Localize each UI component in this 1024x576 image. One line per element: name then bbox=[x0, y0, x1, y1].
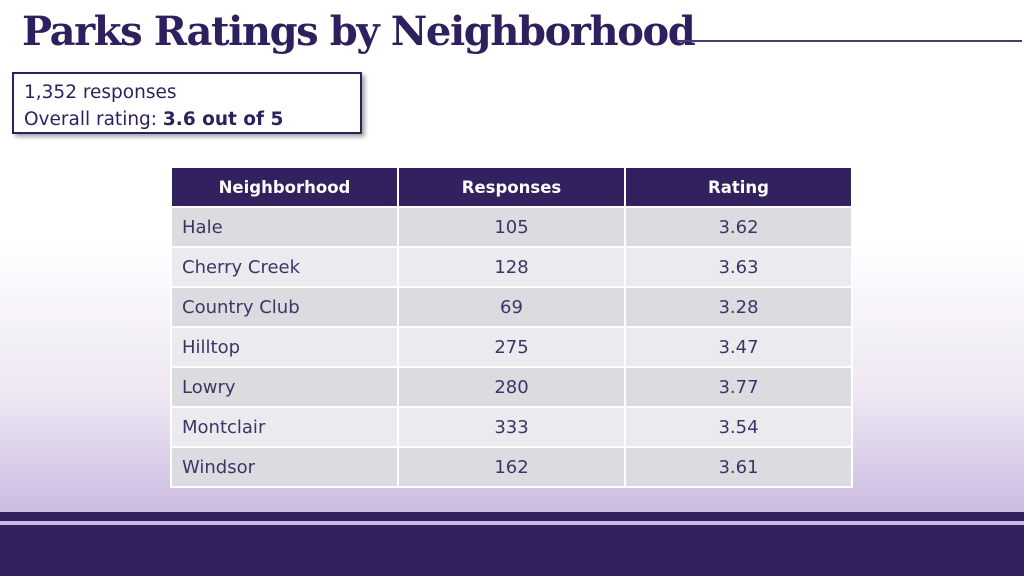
responses-cell: 333 bbox=[399, 408, 624, 446]
responses-cell: 275 bbox=[399, 328, 624, 366]
neighborhood-cell: Montclair bbox=[172, 408, 397, 446]
neighborhood-cell: Cherry Creek bbox=[172, 248, 397, 286]
responses-cell: 280 bbox=[399, 368, 624, 406]
ratings-table: Neighborhood Responses Rating Hale 105 3… bbox=[170, 166, 853, 488]
footer-stripe bbox=[0, 512, 1024, 521]
column-header-neighborhood: Neighborhood bbox=[172, 168, 397, 206]
overall-rating-value: 3.6 out of 5 bbox=[162, 109, 284, 130]
table-row: Lowry 280 3.77 bbox=[172, 368, 851, 406]
table-row: Montclair 333 3.54 bbox=[172, 408, 851, 446]
responses-cell: 105 bbox=[399, 208, 624, 246]
table-row: Hilltop 275 3.47 bbox=[172, 328, 851, 366]
table-header-row: Neighborhood Responses Rating bbox=[172, 168, 851, 206]
page-title: Parks Ratings by Neighborhood bbox=[22, 8, 696, 55]
table-row: Hale 105 3.62 bbox=[172, 208, 851, 246]
overall-rating: Overall rating: 3.6 out of 5 bbox=[24, 106, 350, 133]
rating-cell: 3.28 bbox=[626, 288, 851, 326]
neighborhood-cell: Hale bbox=[172, 208, 397, 246]
responses-cell: 69 bbox=[399, 288, 624, 326]
title-divider bbox=[676, 40, 1022, 42]
footer-band bbox=[0, 525, 1024, 576]
rating-cell: 3.77 bbox=[626, 368, 851, 406]
neighborhood-cell: Lowry bbox=[172, 368, 397, 406]
column-header-responses: Responses bbox=[399, 168, 624, 206]
overall-rating-label: Overall rating: bbox=[24, 109, 163, 130]
neighborhood-cell: Hilltop bbox=[172, 328, 397, 366]
responses-cell: 162 bbox=[399, 448, 624, 486]
total-responses: 1,352 responses bbox=[24, 82, 177, 103]
table-row: Country Club 69 3.28 bbox=[172, 288, 851, 326]
responses-cell: 128 bbox=[399, 248, 624, 286]
table-row: Windsor 162 3.61 bbox=[172, 448, 851, 486]
rating-cell: 3.54 bbox=[626, 408, 851, 446]
summary-box: 1,352 responses Overall rating: 3.6 out … bbox=[12, 72, 362, 134]
rating-cell: 3.47 bbox=[626, 328, 851, 366]
table-row: Cherry Creek 128 3.63 bbox=[172, 248, 851, 286]
neighborhood-cell: Country Club bbox=[172, 288, 397, 326]
rating-cell: 3.63 bbox=[626, 248, 851, 286]
column-header-rating: Rating bbox=[626, 168, 851, 206]
rating-cell: 3.61 bbox=[626, 448, 851, 486]
rating-cell: 3.62 bbox=[626, 208, 851, 246]
neighborhood-cell: Windsor bbox=[172, 448, 397, 486]
